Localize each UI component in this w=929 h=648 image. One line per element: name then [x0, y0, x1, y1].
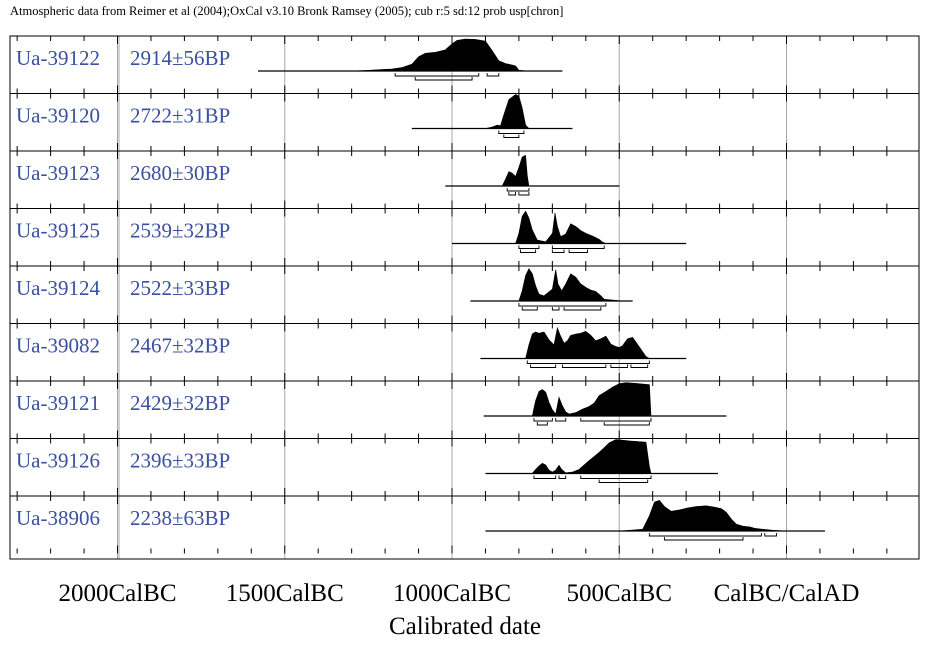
range-bracket-68 [551, 307, 560, 311]
range-bracket-68 [551, 249, 565, 253]
range-bracket-95 [526, 360, 650, 364]
x-tick-label: 2000CalBC [58, 580, 176, 607]
probability-distribution [483, 382, 727, 417]
sample-row: Ua-39124 2522±33BP [16, 268, 633, 311]
sample-row: Ua-39121 2429±32BP [16, 382, 727, 426]
sample-lab-code: Ua-39120 [16, 104, 100, 128]
probability-distribution [258, 38, 563, 72]
range-bracket-68 [521, 307, 538, 311]
range-bracket-68 [563, 307, 602, 311]
x-tick-label: CalBC/CalAD [714, 580, 860, 607]
sample-row: Ua-39125 2539±32BP [16, 210, 687, 253]
x-tick-label: 1000CalBC [393, 580, 511, 607]
range-bracket-68 [414, 77, 473, 81]
range-bracket-68 [503, 134, 520, 138]
range-bracket-95 [555, 418, 567, 422]
range-bracket-95 [551, 245, 605, 249]
range-bracket-68 [520, 249, 537, 253]
sample-lab-code: Ua-39121 [16, 391, 100, 415]
x-axis: 2000CalBC 1500CalBC 1000CalBC 500CalBC CalBC… [58, 580, 859, 607]
range-bracket-68 [598, 479, 649, 483]
probability-distribution [485, 439, 718, 474]
range-bracket-68 [536, 422, 548, 426]
sample-row: Ua-39123 2680±30BP [16, 154, 620, 196]
sample-row: Ua-39120 2722±31BP [16, 94, 573, 138]
range-bracket-95 [518, 245, 540, 249]
sample-row: Ua-39122 2914±56BP [16, 38, 563, 81]
range-bracket-68 [630, 364, 649, 368]
sample-radiocarbon-date: 2429±32BP [130, 391, 230, 415]
x-tick-label: 500CalBC [566, 580, 672, 607]
range-bracket-95 [580, 475, 652, 479]
sample-row: Ua-38906 2238±63BP [16, 500, 825, 541]
sample-radiocarbon-date: 2238±63BP [130, 506, 230, 530]
range-bracket-95 [580, 418, 652, 422]
probability-distribution [452, 210, 687, 244]
sample-radiocarbon-date: 2680±30BP [130, 161, 230, 185]
range-bracket-68 [603, 422, 650, 426]
sample-row: Ua-39082 2467±32BP [16, 326, 687, 368]
sample-radiocarbon-date: 2522±33BP [130, 276, 230, 300]
range-bracket-68 [518, 192, 530, 196]
sample-lab-code: Ua-39123 [16, 161, 100, 185]
range-bracket-95 [518, 303, 607, 307]
grid-layer [10, 36, 919, 559]
range-bracket-68 [508, 192, 517, 196]
probability-distribution [445, 154, 620, 187]
range-bracket-95 [533, 475, 557, 479]
range-bracket-95 [486, 73, 500, 77]
sample-radiocarbon-date: 2396±33BP [130, 449, 230, 473]
sample-lab-code: Ua-39082 [16, 334, 100, 358]
sample-lab-code: Ua-39124 [16, 276, 100, 300]
range-bracket-95 [764, 533, 777, 537]
range-bracket-95 [648, 533, 762, 537]
sample-lab-code: Ua-39125 [16, 219, 100, 243]
probability-distribution [480, 326, 687, 359]
x-tick-label: 1500CalBC [226, 580, 344, 607]
range-bracket-68 [561, 364, 607, 368]
probability-distribution [485, 500, 825, 532]
sample-radiocarbon-date: 2467±32BP [130, 334, 230, 358]
range-bracket-95 [533, 418, 553, 422]
probability-distribution [470, 268, 633, 302]
sample-radiocarbon-date: 2914±56BP [130, 46, 230, 70]
range-bracket-68 [663, 537, 744, 541]
plot-header: Atmospheric data from Reimer et al (2004… [10, 4, 563, 18]
sample-radiocarbon-date: 2539±32BP [130, 219, 230, 243]
range-bracket-68 [568, 249, 588, 253]
plot-frame [9, 35, 920, 560]
sample-lab-code: Ua-39122 [16, 46, 100, 70]
range-bracket-95 [558, 475, 567, 479]
range-bracket-95 [498, 130, 525, 134]
range-bracket-68 [610, 364, 629, 368]
range-bracket-68 [530, 364, 557, 368]
probability-distribution [411, 94, 573, 129]
sample-lab-code: Ua-38906 [16, 506, 100, 530]
sample-lab-code: Ua-39126 [16, 449, 100, 473]
range-bracket-95 [394, 73, 480, 77]
sample-row: Ua-39126 2396±33BP [16, 439, 718, 483]
range-bracket-95 [506, 188, 530, 192]
sample-radiocarbon-date: 2722±31BP [130, 104, 230, 128]
x-axis-title: Calibrated date [389, 613, 541, 640]
